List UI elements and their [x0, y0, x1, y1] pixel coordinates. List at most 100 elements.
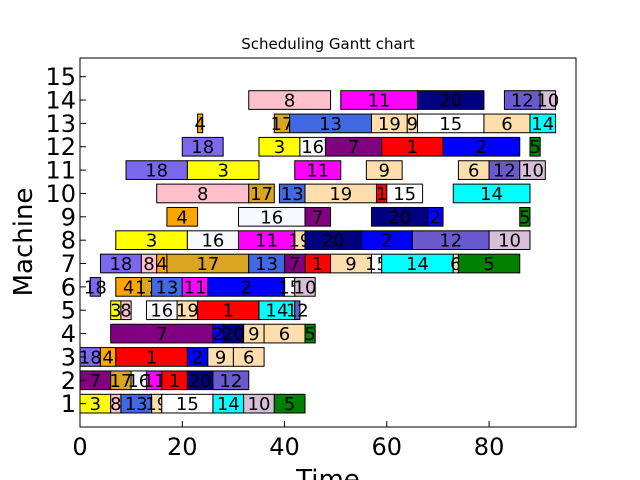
x-tick-label: 40 [269, 433, 300, 461]
task-rect [427, 206, 444, 227]
y-axis-label: Machine [9, 188, 39, 297]
task-bar-m13-j13: 13 [289, 113, 372, 135]
task-label: 10 [498, 231, 521, 252]
task-bar-m8-j12: 12 [411, 230, 490, 252]
task-label: 8 [284, 91, 295, 112]
task-bar-m1-j5: 5 [273, 393, 306, 415]
task-label: 9 [215, 347, 226, 368]
plot-frame [79, 57, 577, 428]
task-label: 5 [284, 394, 295, 415]
task-bar-m9-j4: 4 [166, 206, 199, 228]
task-label: 8 [197, 184, 208, 205]
x-axis-label: Time [295, 465, 360, 480]
task-rect [120, 300, 132, 321]
task-bar-m12-j5: 5 [529, 136, 541, 158]
task-bar-m10-j15: 15 [386, 183, 424, 205]
task-bar-m13-j19: 19 [370, 113, 408, 135]
task-rect [294, 160, 342, 180]
task-bar-m8-j11: 11 [238, 230, 296, 252]
task-label: 14 [406, 254, 429, 275]
task-bar-m1-j10: 10 [243, 393, 275, 415]
task-label: 15 [439, 114, 462, 135]
y-tick-label: 13 [45, 110, 76, 138]
task-label: 19 [378, 114, 401, 135]
task-bar-m3-j4: 4 [99, 347, 117, 368]
task-label: 14 [265, 301, 288, 322]
task-bar-m14-j12: 12 [503, 90, 541, 112]
task-label: 20 [189, 371, 212, 392]
task-label: 2 [430, 207, 441, 228]
x-tick-label: 0 [72, 433, 87, 461]
task-bar-m6-j10: 10 [294, 277, 317, 298]
task-rect [248, 183, 275, 204]
task-rect [304, 206, 332, 227]
task-label: 12 [219, 371, 242, 392]
task-label: 15 [176, 394, 199, 415]
task-bar-m5-j14: 14 [258, 300, 296, 322]
task-label: 12 [493, 161, 516, 182]
task-bar-m2-j11: 11 [143, 370, 166, 392]
task-label: 9 [248, 324, 259, 345]
task-bar-m5-j19: 19 [176, 300, 199, 322]
task-bar-m5-j1: 1 [197, 300, 260, 322]
task-bar-m13-j9: 9 [407, 113, 418, 135]
task-bar-m2-j12: 12 [212, 370, 250, 392]
task-label: 20 [388, 207, 411, 228]
task-label: 16 [127, 371, 150, 392]
task-bar-m11-j6: 6 [457, 160, 490, 182]
task-bar-m1-j3: 3 [79, 393, 112, 415]
task-label: 11 [184, 277, 207, 298]
task-bar-m12-j18: 18 [181, 136, 224, 158]
task-label: 11 [368, 91, 391, 112]
task-rect [519, 160, 546, 180]
task-rect [457, 253, 521, 274]
task-bar-m7-j18: 18 [99, 253, 142, 275]
task-bar-m4-j6: 6 [263, 323, 306, 345]
task-bar-m2-j20: 20 [186, 370, 214, 392]
task-bar-m6-j11: 11 [181, 277, 209, 298]
task-label: 20 [322, 231, 345, 252]
task-bar-m10-j14: 14 [452, 183, 531, 205]
task-bar-m11-j3: 3 [186, 160, 260, 182]
task-bar-m1-j14: 14 [212, 393, 245, 415]
task-label: 4 [194, 114, 205, 135]
task-bar-m3-j6: 6 [232, 347, 265, 368]
y-tick-label: 7 [61, 250, 76, 278]
task-bar-m10-j8: 8 [156, 183, 250, 205]
task-rect [294, 300, 301, 321]
task-bar-m11-j18: 18 [125, 160, 188, 182]
x-tick-label: 20 [167, 433, 198, 461]
y-tick-label: 9 [61, 203, 76, 231]
task-bar-m7-j14: 14 [381, 253, 454, 275]
task-label: 5 [519, 207, 530, 228]
task-label: 4 [177, 207, 188, 228]
task-bar-m7-j8: 8 [140, 253, 158, 275]
y-tick-label: 4 [61, 320, 76, 348]
task-bar-m12-j1: 1 [381, 136, 444, 158]
task-rect [519, 206, 531, 227]
task-label: 20 [439, 91, 462, 112]
task-label: 11 [143, 371, 166, 392]
task-label: 18 [84, 277, 107, 298]
task-bar-m3-j9: 9 [207, 347, 234, 368]
task-bar-m7-j4: 4 [156, 253, 168, 275]
y-tick-label: 3 [61, 343, 76, 371]
task-label: 17 [109, 371, 132, 392]
task-label: 3 [217, 161, 228, 182]
task-bar-m7-j17: 17 [166, 253, 250, 275]
y-tick-label: 1 [61, 390, 76, 418]
task-bar-m8-j10: 10 [488, 230, 531, 252]
task-rect [416, 90, 485, 110]
task-label: 11 [306, 161, 329, 182]
task-label: 10 [294, 277, 317, 298]
task-bar-m11-j11: 11 [294, 160, 342, 182]
task-label: 19 [329, 184, 352, 205]
task-label: 1 [146, 347, 157, 368]
task-rect [365, 160, 403, 180]
task-label: 14 [217, 394, 240, 415]
task-rect [539, 90, 557, 110]
task-bar-m8-j3: 3 [115, 230, 188, 252]
task-label: 13 [281, 184, 304, 205]
task-label: 9 [345, 254, 356, 275]
